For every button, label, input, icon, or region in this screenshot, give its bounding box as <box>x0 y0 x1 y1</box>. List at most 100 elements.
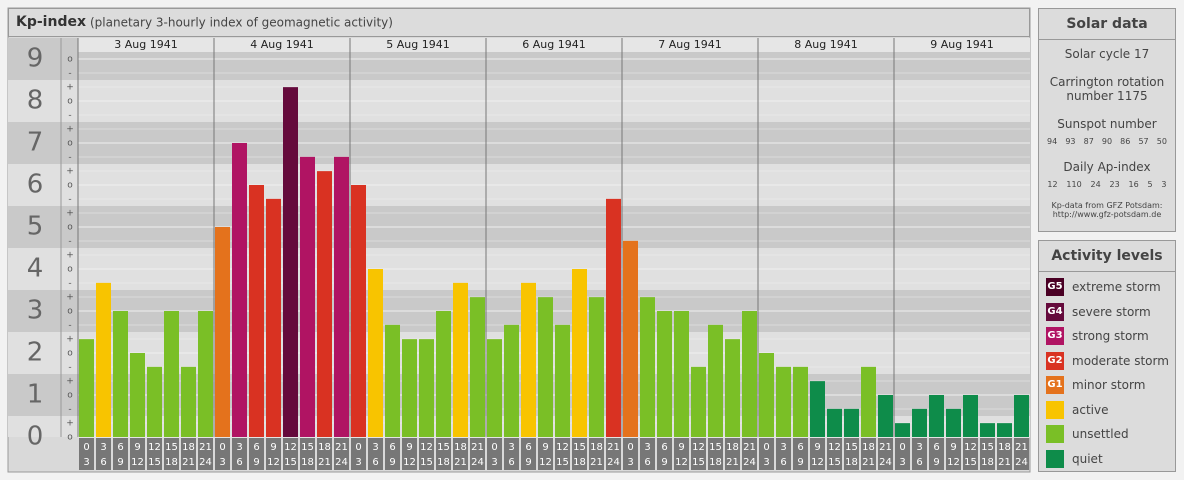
hour-end: 15 <box>284 457 297 468</box>
bar <box>861 366 876 437</box>
hour-end: 9 <box>661 457 667 468</box>
sunspot-row: 94 93 87 90 86 57 50 <box>1043 137 1171 146</box>
hour-box <box>623 438 638 470</box>
y-tick-label: 8 <box>27 86 44 116</box>
bar <box>300 156 315 438</box>
hour-start: 21 <box>199 442 212 453</box>
hour-box <box>368 438 383 470</box>
hour-start: 0 <box>491 442 497 453</box>
hour-end: 6 <box>644 457 650 468</box>
legend-item: quiet <box>1039 447 1175 472</box>
day-label: 5 Aug 1941 <box>386 38 449 51</box>
hour-box <box>606 438 621 470</box>
hour-box <box>963 438 978 470</box>
legend-code: G1 <box>1047 379 1063 391</box>
legend-item: G5 extreme storm <box>1039 275 1175 300</box>
y-tick-label: 6 <box>27 170 44 200</box>
bar <box>351 185 366 437</box>
hour-start: 12 <box>148 442 161 453</box>
bar <box>181 366 196 437</box>
sunspot-value: 93 <box>1065 137 1076 146</box>
bar <box>317 171 332 437</box>
bar <box>623 240 638 437</box>
hour-box <box>827 438 842 470</box>
minor-tick-label: - <box>68 153 71 163</box>
hour-end: 24 <box>335 457 348 468</box>
hour-end: 21 <box>590 457 603 468</box>
hour-box <box>555 438 570 470</box>
title-bar <box>8 8 1030 37</box>
sunspot-value: 86 <box>1120 137 1131 146</box>
hour-box <box>198 438 213 470</box>
hour-end: 18 <box>437 457 450 468</box>
hour-start: 12 <box>964 442 977 453</box>
bar <box>759 353 774 437</box>
bar <box>402 339 417 437</box>
bar <box>929 395 944 437</box>
ap-value: 5 <box>1147 180 1153 189</box>
hour-box <box>810 438 825 470</box>
hour-start: 15 <box>165 442 178 453</box>
hour-end: 21 <box>318 457 331 468</box>
carrington: Carrington rotation number 1175 <box>1049 75 1165 103</box>
legend-swatch: G3 <box>1046 327 1064 346</box>
hour-box <box>725 438 740 470</box>
bar <box>334 156 349 438</box>
hour-end: 21 <box>998 457 1011 468</box>
legend-label: extreme storm <box>1072 280 1161 295</box>
bar <box>198 311 213 437</box>
hour-box <box>708 438 723 470</box>
legend-item: G1 minor storm <box>1039 373 1175 398</box>
hour-start: 6 <box>525 442 531 453</box>
hour-start: 21 <box>471 442 484 453</box>
legend-code: G3 <box>1047 330 1063 342</box>
hour-box <box>385 438 400 470</box>
hour-start: 6 <box>117 442 123 453</box>
minor-tick-label: + <box>66 209 74 219</box>
hour-box <box>283 438 298 470</box>
hour-end: 6 <box>236 457 242 468</box>
minor-tick-label: - <box>68 111 71 121</box>
hour-box <box>521 438 536 470</box>
hour-box <box>997 438 1012 470</box>
hour-end: 21 <box>454 457 467 468</box>
hour-end: 6 <box>372 457 378 468</box>
hour-end: 3 <box>491 457 497 468</box>
hour-start: 3 <box>916 442 922 453</box>
bar <box>436 311 451 437</box>
y-tick-label: 9 <box>27 44 44 74</box>
ap-value: 12 <box>1047 180 1058 189</box>
hour-end: 6 <box>508 457 514 468</box>
hour-start: 3 <box>508 442 514 453</box>
bar <box>164 311 179 437</box>
day-header <box>78 38 1030 52</box>
hour-box <box>351 438 366 470</box>
day-label: 8 Aug 1941 <box>794 38 857 51</box>
bar <box>555 324 570 437</box>
hour-end: 21 <box>862 457 875 468</box>
hour-box <box>436 438 451 470</box>
sunspot-value: 57 <box>1138 137 1149 146</box>
hour-box <box>79 438 94 470</box>
minor-tick-label: - <box>68 363 71 373</box>
hour-box <box>215 438 230 470</box>
chart-subtitle: (planetary 3-hourly index of geomagnetic… <box>90 16 393 30</box>
hour-box <box>640 438 655 470</box>
bar <box>742 311 757 437</box>
bar <box>504 324 519 437</box>
chart-title: Kp-index <box>16 14 86 30</box>
hour-box <box>657 438 672 470</box>
ap-value: 3 <box>1161 180 1167 189</box>
hour-start: 9 <box>542 442 548 453</box>
solar-title: Solar data <box>1039 9 1175 40</box>
hour-start: 9 <box>678 442 684 453</box>
hour-start: 3 <box>236 442 242 453</box>
minor-tick-label: + <box>66 293 74 303</box>
minor-tick-label: - <box>68 321 71 331</box>
minor-tick-label: - <box>68 279 71 289</box>
hour-end: 9 <box>253 457 259 468</box>
hour-start: 12 <box>556 442 569 453</box>
hour-box <box>470 438 485 470</box>
minor-tick-label: + <box>66 419 74 429</box>
hour-start: 18 <box>862 442 875 453</box>
